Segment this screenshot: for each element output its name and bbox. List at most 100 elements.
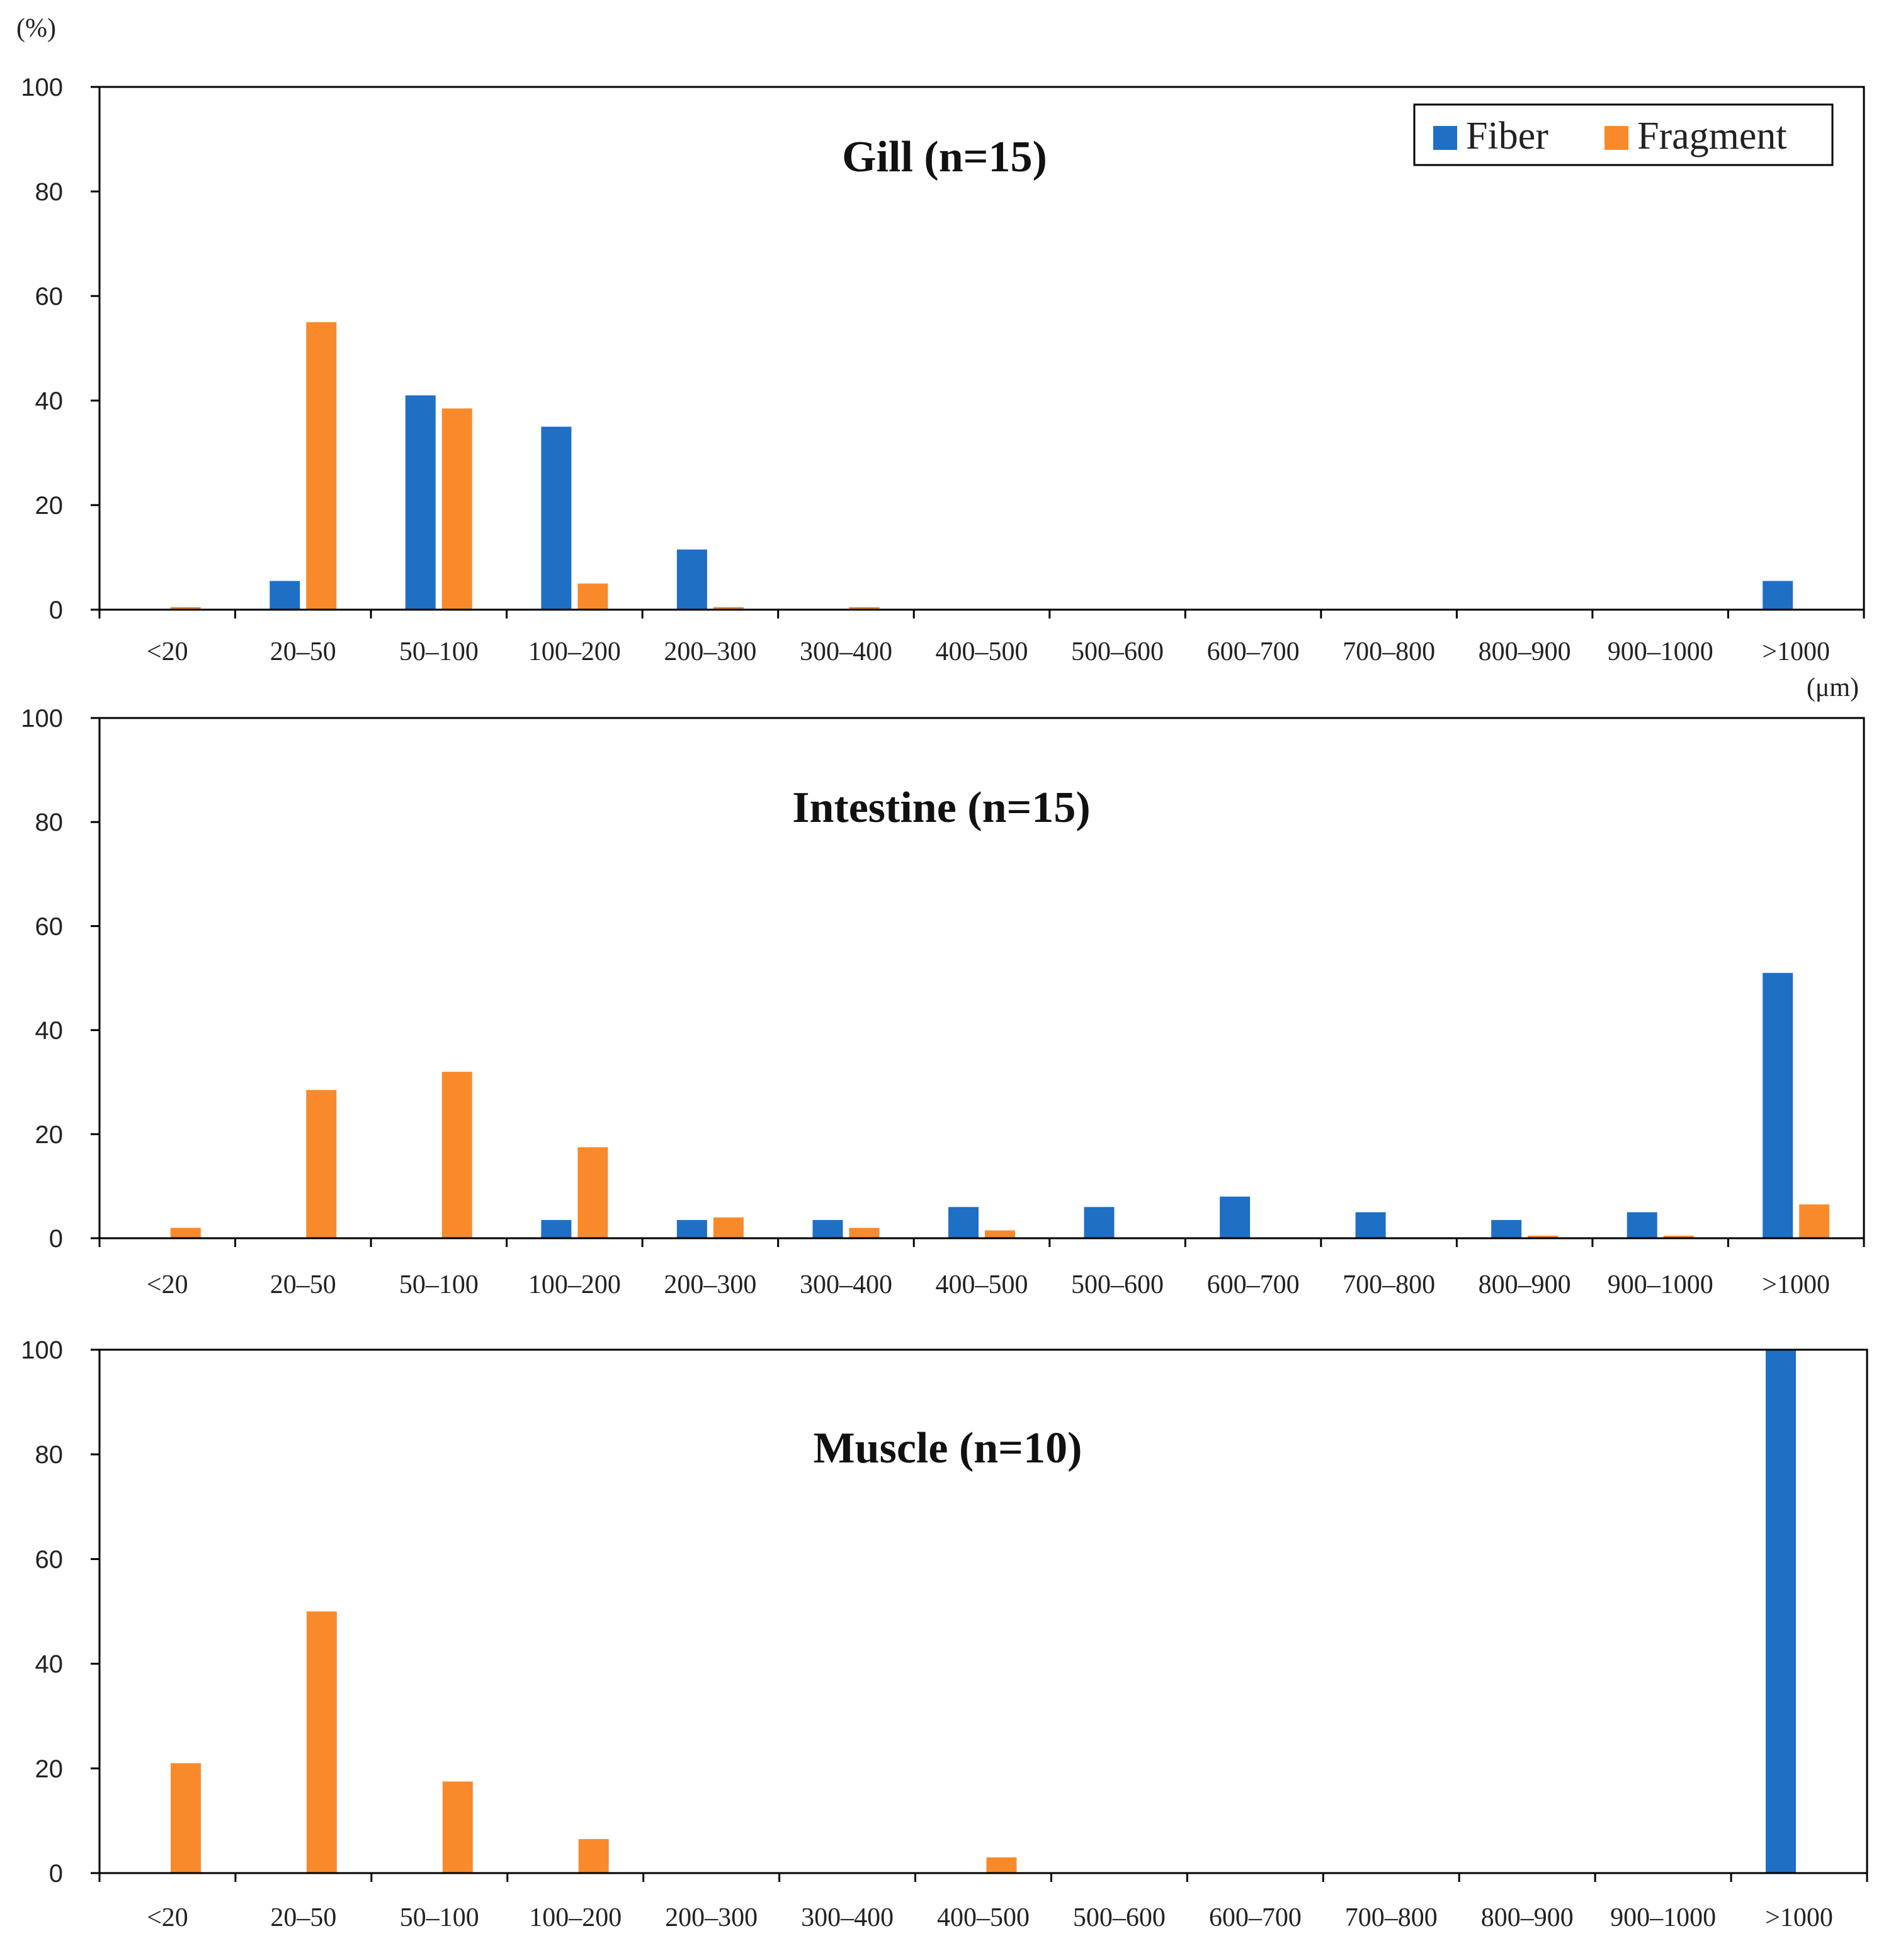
bar-fragment-2-2 [441, 1071, 472, 1238]
chart-panel-2: 0 20 40 60 80 100 <20 20–50 50–100 100–200 200–300… [21, 705, 1865, 1299]
x-tick-label: 600–700 [1207, 637, 1300, 666]
y-tick-label: 0 [49, 1860, 63, 1888]
x-tick-label: 200–300 [664, 637, 756, 666]
bar-fiber-2-5 [812, 1220, 843, 1238]
bar-fiber-2-12 [1763, 972, 1793, 1238]
x-tick-label: 500–600 [1071, 637, 1164, 666]
bar-fiber-2-8 [1220, 1196, 1251, 1238]
y-unit-label: (%) [16, 14, 56, 43]
x-tick-label: 200–300 [664, 1270, 756, 1299]
bar-fragment-3-2 [442, 1781, 473, 1873]
x-tick-label: >1000 [1762, 637, 1830, 666]
x-tick-label: 500–600 [1073, 1903, 1166, 1932]
x-tick-label: 300–400 [800, 1270, 892, 1299]
bar-fiber-2-7 [1084, 1207, 1115, 1238]
bar-fiber-1-12 [1763, 581, 1793, 610]
y-tick-label: 80 [35, 1441, 64, 1469]
bar-fragment-3-3 [578, 1839, 609, 1873]
x-tick-label: 800–900 [1481, 1903, 1574, 1932]
x-tick-label: 100–200 [529, 1903, 622, 1932]
chart-panels: 0 20 40 60 80 100 <20 20–50 50–100 100–200 200–300… [21, 74, 1868, 1932]
x-tick-label: 900–1000 [1608, 637, 1713, 666]
bar-fragment-2-10 [1528, 1235, 1559, 1238]
x-tick-label: 20–50 [270, 1903, 336, 1932]
y-tick-label: 100 [21, 74, 63, 101]
y-tick-label: 20 [35, 1755, 64, 1783]
x-tick-label: <20 [147, 1903, 188, 1932]
bar-fiber-1-2 [405, 395, 436, 610]
x-tick-label: 100–200 [528, 637, 621, 666]
y-tick-label: 60 [35, 913, 64, 940]
x-tick-label: 20–50 [270, 637, 336, 666]
bar-fragment-3-0 [171, 1763, 201, 1873]
x-tick-label: 500–600 [1071, 1270, 1164, 1299]
bar-fragment-1-3 [577, 583, 608, 610]
bar-fiber-2-11 [1627, 1212, 1657, 1238]
x-tick-label: 400–500 [937, 1903, 1030, 1932]
x-tick-label: 700–800 [1345, 1903, 1438, 1932]
y-tick-label: 40 [35, 1651, 64, 1678]
y-tick-label: 80 [35, 809, 64, 836]
chart-panel-1: 0 20 40 60 80 100 <20 20–50 50–100 100–200 200–300… [21, 74, 1865, 702]
bar-fragment-2-11 [1663, 1235, 1694, 1238]
bar-fragment-1-4 [713, 607, 744, 610]
bar-fragment-2-4 [713, 1217, 744, 1238]
bar-fragment-3-1 [306, 1611, 337, 1873]
x-tick-label: 900–1000 [1610, 1903, 1716, 1932]
x-tick-label: 50–100 [399, 637, 479, 666]
bar-fragment-3-6 [986, 1857, 1017, 1873]
y-tick-label: 20 [35, 1121, 64, 1149]
x-tick-label: <20 [147, 1270, 188, 1299]
bar-fiber-3-12 [1766, 1350, 1796, 1873]
y-tick-label: 0 [49, 1225, 63, 1253]
x-tick-label: 900–1000 [1608, 1270, 1713, 1299]
y-tick-label: 40 [35, 387, 64, 415]
x-tick-label: 50–100 [400, 1903, 479, 1932]
bar-fiber-1-4 [676, 549, 707, 610]
x-tick-label: 700–800 [1343, 637, 1435, 666]
bar-fiber-2-6 [948, 1207, 979, 1238]
x-tick-label: 400–500 [936, 637, 1028, 666]
x-tick-label: 100–200 [528, 1270, 621, 1299]
y-tick-label: 60 [35, 283, 64, 311]
bar-fragment-1-5 [849, 607, 880, 610]
x-tick-label: 800–900 [1479, 1270, 1571, 1299]
x-tick-label: >1000 [1762, 1270, 1830, 1299]
y-tick-label: 20 [35, 492, 64, 520]
bar-fiber-2-9 [1355, 1212, 1386, 1238]
y-tick-label: 60 [35, 1546, 64, 1573]
x-tick-label: 200–300 [665, 1903, 758, 1932]
x-tick-label: 800–900 [1479, 637, 1571, 666]
legend-swatch-fragment [1604, 126, 1628, 150]
chart-panel-3: 0 20 40 60 80 100 <20 20–50 50–100 100–200 200–300… [21, 1336, 1868, 1932]
bar-fragment-2-5 [849, 1228, 880, 1238]
x-tick-label: 600–700 [1209, 1903, 1302, 1932]
x-tick-label: >1000 [1765, 1903, 1833, 1932]
plot-frame [98, 86, 1865, 611]
plot-frame [98, 1348, 1868, 1874]
x-tick-label: 600–700 [1207, 1270, 1300, 1299]
legend-label-fiber: Fiber [1466, 115, 1548, 157]
x-unit-label: (μm) [1807, 673, 1859, 702]
bar-fragment-1-0 [170, 607, 201, 610]
y-tick-label: 100 [21, 705, 63, 732]
x-tick-label: 50–100 [399, 1270, 479, 1299]
bar-fragment-1-2 [441, 408, 472, 610]
x-tick-label: 300–400 [801, 1903, 894, 1932]
x-tick-label: <20 [147, 637, 188, 666]
legend-label-fragment: Fragment [1637, 115, 1787, 157]
bar-fragment-1-1 [306, 322, 337, 610]
legend-swatch-fiber [1433, 126, 1457, 150]
bar-fragment-2-3 [577, 1147, 608, 1238]
bar-fragment-2-1 [306, 1090, 337, 1238]
y-tick-label: 0 [49, 596, 63, 624]
plot-frame [98, 717, 1865, 1239]
y-tick-label: 40 [35, 1017, 64, 1045]
x-tick-label: 400–500 [936, 1270, 1028, 1299]
bar-fiber-1-3 [541, 426, 572, 610]
chart-title: Muscle (n=10) [814, 1424, 1082, 1473]
bar-fiber-1-1 [270, 581, 300, 610]
x-tick-label: 20–50 [270, 1270, 336, 1299]
chart-title: Gill (n=15) [842, 133, 1047, 181]
